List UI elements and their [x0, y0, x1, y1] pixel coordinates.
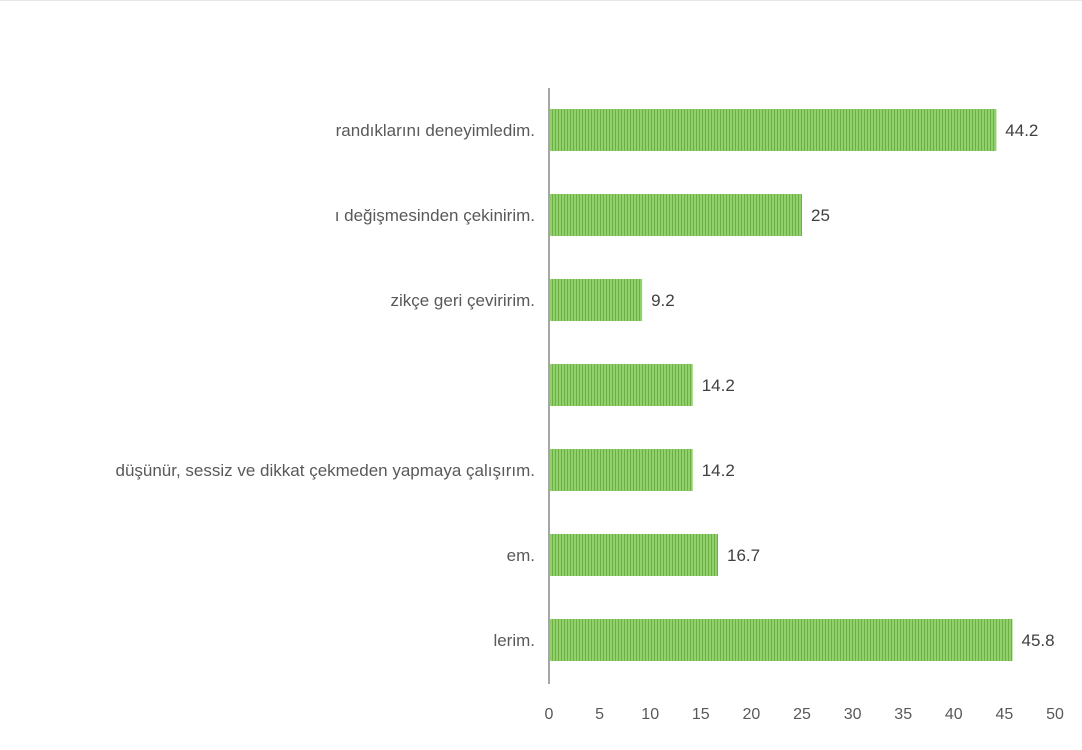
x-tick-label-45: 45: [996, 706, 1014, 723]
data-label-5: 14.2: [702, 461, 735, 480]
x-tick-label-0: 0: [545, 706, 554, 723]
x-tick-label-10: 10: [641, 706, 659, 723]
category-label-5: düşünür, sessiz ve dikkat çekmeden yapma…: [115, 461, 535, 480]
x-tick-label-35: 35: [894, 706, 912, 723]
x-tick-label-25: 25: [793, 706, 811, 723]
data-label-4: 14.2: [702, 376, 735, 395]
category-label-6: em.: [507, 546, 535, 565]
x-tick-label-50: 50: [1046, 706, 1064, 723]
data-labels: 44.2 25 9.2 14.2 14.2 16.7 45.8: [651, 121, 1054, 650]
x-tick-label-15: 15: [692, 706, 710, 723]
bar-2: [549, 194, 802, 236]
category-label-1: randıklarını deneyimledim.: [336, 121, 535, 140]
x-tick-label-30: 30: [844, 706, 862, 723]
bar-1: [549, 109, 997, 151]
bar-7: [549, 619, 1013, 661]
x-tick-label-5: 5: [595, 706, 604, 723]
data-label-6: 16.7: [727, 546, 760, 565]
data-label-1: 44.2: [1005, 121, 1038, 140]
bar-4: [549, 364, 693, 406]
bars-layer: [549, 109, 1013, 661]
category-label-2: ı değişmesinden çekinirim.: [335, 206, 535, 225]
category-label-7: lerim.: [493, 631, 535, 650]
bar-5: [549, 449, 693, 491]
x-tick-label-40: 40: [945, 706, 963, 723]
x-axis-ticks: 0 5 10 15 20 25 30 35 40 45 50: [545, 706, 1064, 723]
bar-6: [549, 534, 719, 576]
x-tick-label-20: 20: [743, 706, 761, 723]
bar-3: [549, 279, 643, 321]
data-label-2: 25: [811, 206, 830, 225]
category-label-3: zikçe geri çeviririm.: [390, 291, 535, 310]
category-labels: randıklarını deneyimledim. ı değişmesinde…: [115, 121, 535, 650]
data-label-7: 45.8: [1021, 631, 1054, 650]
data-label-3: 9.2: [651, 291, 675, 310]
